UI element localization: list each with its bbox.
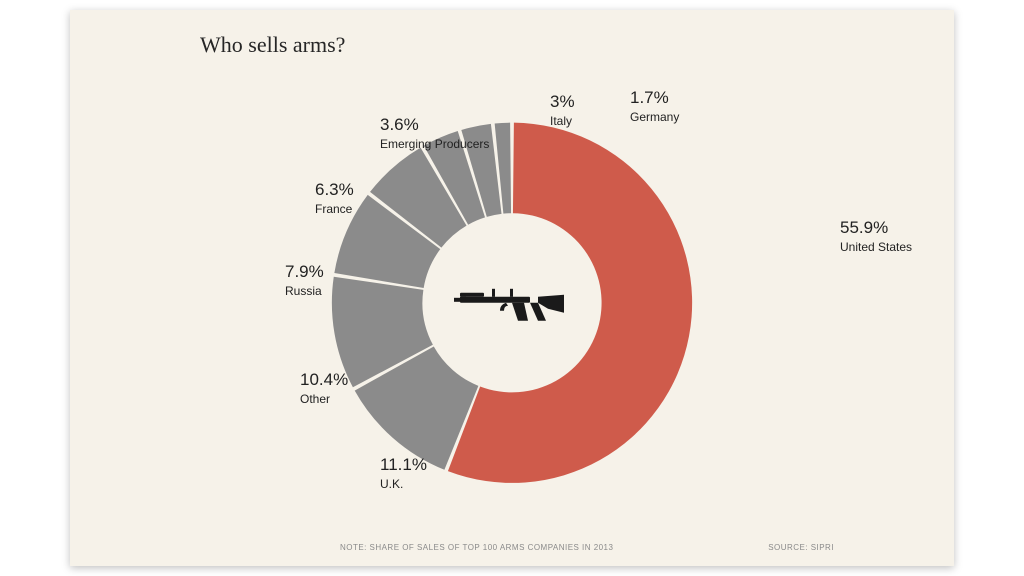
slice-label-italy: 3% Italy <box>550 92 575 130</box>
footnote: NOTE: SHARE OF SALES OF TOP 100 ARMS COM… <box>340 543 613 552</box>
slice-pct: 10.4% <box>300 370 348 390</box>
slice-name: France <box>315 202 352 216</box>
slice-label-germany: 1.7% Germany <box>630 88 679 126</box>
chart-card: Who sells arms? <box>70 10 954 566</box>
donut-chart <box>327 118 697 488</box>
slice-pct: 3.6% <box>380 115 489 135</box>
slice-pct: 7.9% <box>285 262 324 282</box>
source-text: SOURCE: SIPRI <box>768 543 834 552</box>
slice-name: United States <box>840 240 912 254</box>
slice-label-us: 55.9% United States <box>840 218 912 256</box>
slice-label-other: 10.4% Other <box>300 370 348 408</box>
slice-name: U.K. <box>380 477 403 491</box>
donut-svg <box>327 118 697 488</box>
slice-pct: 55.9% <box>840 218 912 238</box>
slice-pct: 11.1% <box>380 455 427 475</box>
slice-pct: 3% <box>550 92 575 112</box>
slice-name: Russia <box>285 284 322 298</box>
page-title: Who sells arms? <box>200 32 345 58</box>
slice-label-russia: 7.9% Russia <box>285 262 324 300</box>
slice-label-emerg: 3.6% Emerging Producers <box>380 115 489 153</box>
slice-label-uk: 11.1% U.K. <box>380 455 427 493</box>
slice-name: Emerging Producers <box>380 137 489 151</box>
slice-name: Other <box>300 392 330 406</box>
slice-label-france: 6.3% France <box>315 180 354 218</box>
slice-pct: 6.3% <box>315 180 354 200</box>
slice-pct: 1.7% <box>630 88 679 108</box>
slice-name: Germany <box>630 110 679 124</box>
slice-name: Italy <box>550 114 572 128</box>
